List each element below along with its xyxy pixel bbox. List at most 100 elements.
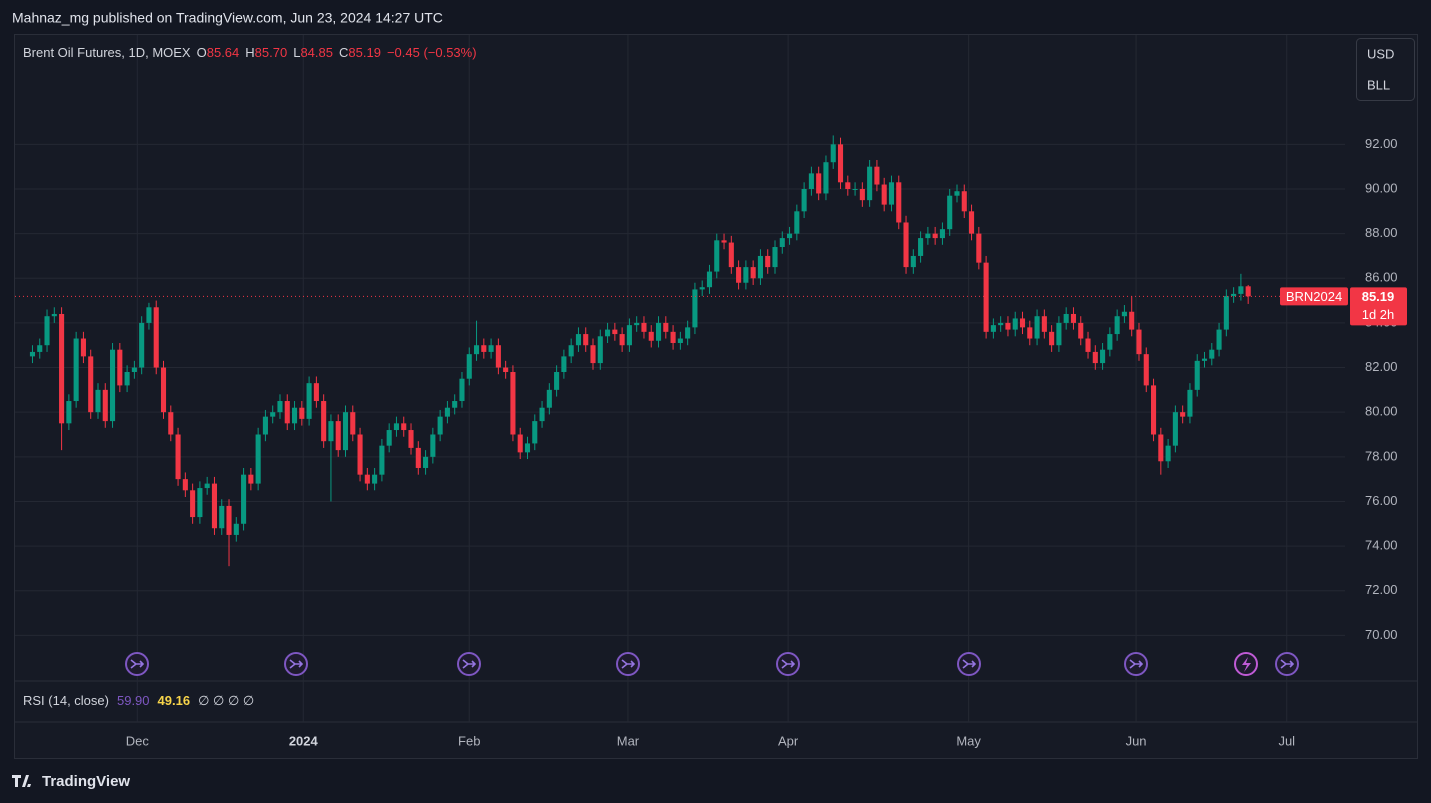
candle-body xyxy=(357,434,363,475)
candle-body xyxy=(401,423,407,431)
candle-body xyxy=(517,434,523,453)
candle-body xyxy=(714,240,720,272)
candle-body xyxy=(44,316,50,346)
y-tick-label: 76.00 xyxy=(1365,493,1398,508)
candle-body xyxy=(88,356,94,413)
candle-body xyxy=(1063,313,1069,323)
candle-body xyxy=(182,479,188,491)
candle-body xyxy=(524,443,531,453)
candle-body xyxy=(947,195,953,230)
candle-body xyxy=(197,488,203,518)
x-tick-label: May xyxy=(956,733,981,748)
y-tick-label: 72.00 xyxy=(1365,582,1398,597)
candle-body xyxy=(1231,293,1237,297)
legend-letter: H xyxy=(245,45,254,60)
event-glyph xyxy=(781,659,796,669)
candle-body xyxy=(939,229,945,239)
candle-body xyxy=(823,162,829,194)
candle-body xyxy=(699,287,705,290)
logo-mark xyxy=(12,775,31,787)
candle-body xyxy=(568,345,574,357)
candle-body xyxy=(787,233,793,239)
candle-body xyxy=(546,389,552,408)
candle-body xyxy=(743,267,749,283)
candle-body xyxy=(575,334,581,346)
candle-body xyxy=(37,345,43,352)
candle-body xyxy=(313,383,319,402)
candle-body xyxy=(539,407,545,422)
candle-body xyxy=(241,474,247,524)
candle-body xyxy=(481,345,487,352)
legend-low: 84.85 xyxy=(300,45,333,60)
event-glyph xyxy=(462,659,477,669)
candle-body xyxy=(837,144,844,183)
candle-body xyxy=(728,242,734,268)
candle-body xyxy=(641,322,647,332)
byline: Mahnaz_mg published on TradingView.com, … xyxy=(12,10,443,26)
event-glyph xyxy=(130,659,145,669)
rsi-placeholders: ∅ ∅ ∅ ∅ xyxy=(198,693,254,708)
grid xyxy=(15,35,1345,722)
legend-close: 85.19 xyxy=(348,45,381,60)
event-glyph xyxy=(1280,659,1295,669)
candle-body xyxy=(634,322,640,326)
unit-button[interactable]: BLL xyxy=(1367,77,1390,92)
price-tag xyxy=(1350,287,1407,326)
legend-letter: C xyxy=(339,45,348,60)
legend-high: 85.70 xyxy=(255,45,288,60)
candle-body xyxy=(867,166,873,201)
candle-body xyxy=(612,329,618,335)
x-tick-label: Dec xyxy=(126,733,150,748)
y-tick-label: 92.00 xyxy=(1365,136,1398,151)
candle-body xyxy=(291,407,298,424)
candle-body xyxy=(1019,318,1026,328)
y-tick-label: 74.00 xyxy=(1365,538,1398,553)
candle-body xyxy=(1223,296,1229,330)
rsi-label: RSI (14, close) xyxy=(23,693,109,708)
candle-body xyxy=(685,327,691,339)
legend-letter: L xyxy=(293,45,300,60)
candle-body xyxy=(270,412,276,417)
candle-body xyxy=(95,389,101,413)
x-tick-label: 2024 xyxy=(289,733,319,748)
candle-body xyxy=(910,255,916,268)
candle-body xyxy=(211,483,218,529)
candle-body xyxy=(874,166,880,185)
candle-body xyxy=(1100,349,1106,364)
candle-body xyxy=(495,345,501,368)
candle-body xyxy=(386,430,392,446)
y-tick-label: 88.00 xyxy=(1365,225,1398,240)
candle-body xyxy=(816,173,822,194)
candle-body xyxy=(124,372,130,386)
candle-body xyxy=(1078,322,1084,339)
candle-body xyxy=(648,331,654,341)
candle-body xyxy=(430,434,436,457)
candle-body xyxy=(721,240,727,243)
candle-body xyxy=(66,401,72,424)
candle-body xyxy=(1158,434,1164,462)
candle-body xyxy=(532,421,538,444)
candle-body xyxy=(1034,316,1040,339)
candle-body xyxy=(881,184,887,205)
candle-body xyxy=(1150,385,1157,435)
candle-body xyxy=(1121,311,1127,317)
candle-body xyxy=(248,474,254,484)
y-tick-label: 82.00 xyxy=(1365,359,1398,374)
legend-open: 85.64 xyxy=(207,45,240,60)
candle-body xyxy=(175,434,181,480)
candle-body xyxy=(765,255,771,268)
events xyxy=(125,652,1299,676)
symbol-tag xyxy=(1280,287,1348,306)
candle-body xyxy=(168,412,174,435)
candle-body xyxy=(437,416,443,435)
candle-body xyxy=(845,182,851,189)
currency-button[interactable]: USD xyxy=(1367,46,1394,61)
candle-body xyxy=(110,349,116,422)
candle-body xyxy=(372,474,378,484)
candle-body xyxy=(1049,331,1055,346)
candle-body xyxy=(1129,311,1135,330)
candle-body xyxy=(452,401,458,408)
candle-body xyxy=(1238,286,1244,294)
candle-body xyxy=(605,329,611,337)
x-tick-label: Jun xyxy=(1126,733,1147,748)
